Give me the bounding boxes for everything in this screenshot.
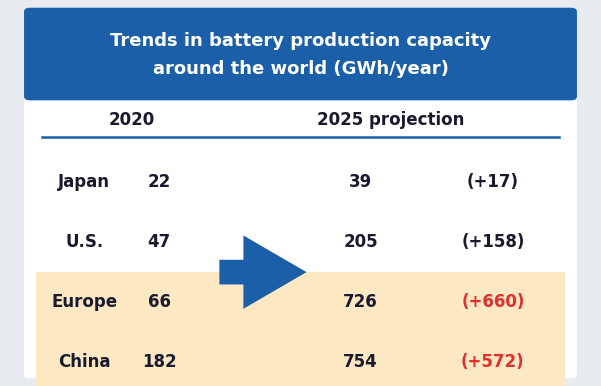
Text: (+660): (+660)	[461, 293, 525, 311]
Text: (+158): (+158)	[461, 233, 525, 251]
Text: Europe: Europe	[51, 293, 117, 311]
Polygon shape	[219, 235, 307, 309]
Text: 39: 39	[349, 173, 372, 191]
Text: China: China	[58, 353, 111, 371]
Text: Japan: Japan	[58, 173, 110, 191]
FancyBboxPatch shape	[24, 8, 577, 378]
Text: 182: 182	[142, 353, 177, 371]
Text: 205: 205	[343, 233, 378, 251]
Text: around the world (GWh/year): around the world (GWh/year)	[153, 61, 448, 78]
Text: 726: 726	[343, 293, 378, 311]
Text: (+17): (+17)	[467, 173, 519, 191]
Text: (+572): (+572)	[461, 353, 525, 371]
Text: 66: 66	[148, 293, 171, 311]
Text: 47: 47	[148, 233, 171, 251]
Text: 2020: 2020	[109, 111, 155, 129]
Bar	[36, 272, 565, 332]
Text: U.S.: U.S.	[65, 233, 103, 251]
Text: 22: 22	[148, 173, 171, 191]
Bar	[36, 332, 565, 386]
Text: Trends in battery production capacity: Trends in battery production capacity	[110, 32, 491, 49]
FancyBboxPatch shape	[24, 8, 577, 100]
Text: 754: 754	[343, 353, 378, 371]
Text: 2025 projection: 2025 projection	[317, 111, 465, 129]
